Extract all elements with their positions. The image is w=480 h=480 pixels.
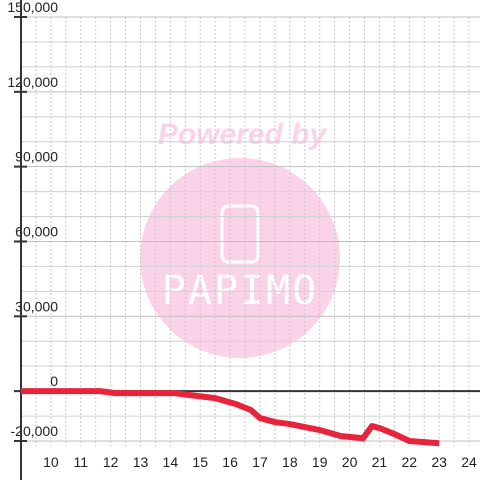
watermark-text: Powered by xyxy=(158,118,328,151)
x-tick-label: 23 xyxy=(431,454,447,470)
y-tick-label: -20,000 xyxy=(11,423,59,439)
x-tick-label: 17 xyxy=(252,454,268,470)
y-tick-label: 120,000 xyxy=(7,74,58,90)
watermark-icon xyxy=(220,204,260,264)
x-tick-label: 11 xyxy=(73,454,88,470)
y-tick-label: 30,000 xyxy=(15,298,58,314)
x-tick-label: 15 xyxy=(192,454,208,470)
x-tick-label: 16 xyxy=(222,454,238,470)
y-tick-label: 90,000 xyxy=(15,149,58,165)
x-tick-label: 10 xyxy=(43,454,59,470)
data-line xyxy=(21,388,440,447)
watermark-circle xyxy=(140,158,340,358)
x-tick-label: 21 xyxy=(372,454,388,470)
x-tick-label: 20 xyxy=(342,454,358,470)
y-tick-label: 60,000 xyxy=(15,223,58,239)
y-tick-label: 0 xyxy=(50,373,58,389)
x-tick-label: 12 xyxy=(103,454,119,470)
x-tick-label: 14 xyxy=(163,454,179,470)
x-tick-label: 18 xyxy=(282,454,298,470)
x-tick-label: 24 xyxy=(461,454,477,470)
x-tick-label: 22 xyxy=(402,454,418,470)
x-tick-label: 13 xyxy=(133,454,149,470)
y-tick-label: 150,000 xyxy=(7,0,58,15)
x-tick-label: 19 xyxy=(312,454,328,470)
